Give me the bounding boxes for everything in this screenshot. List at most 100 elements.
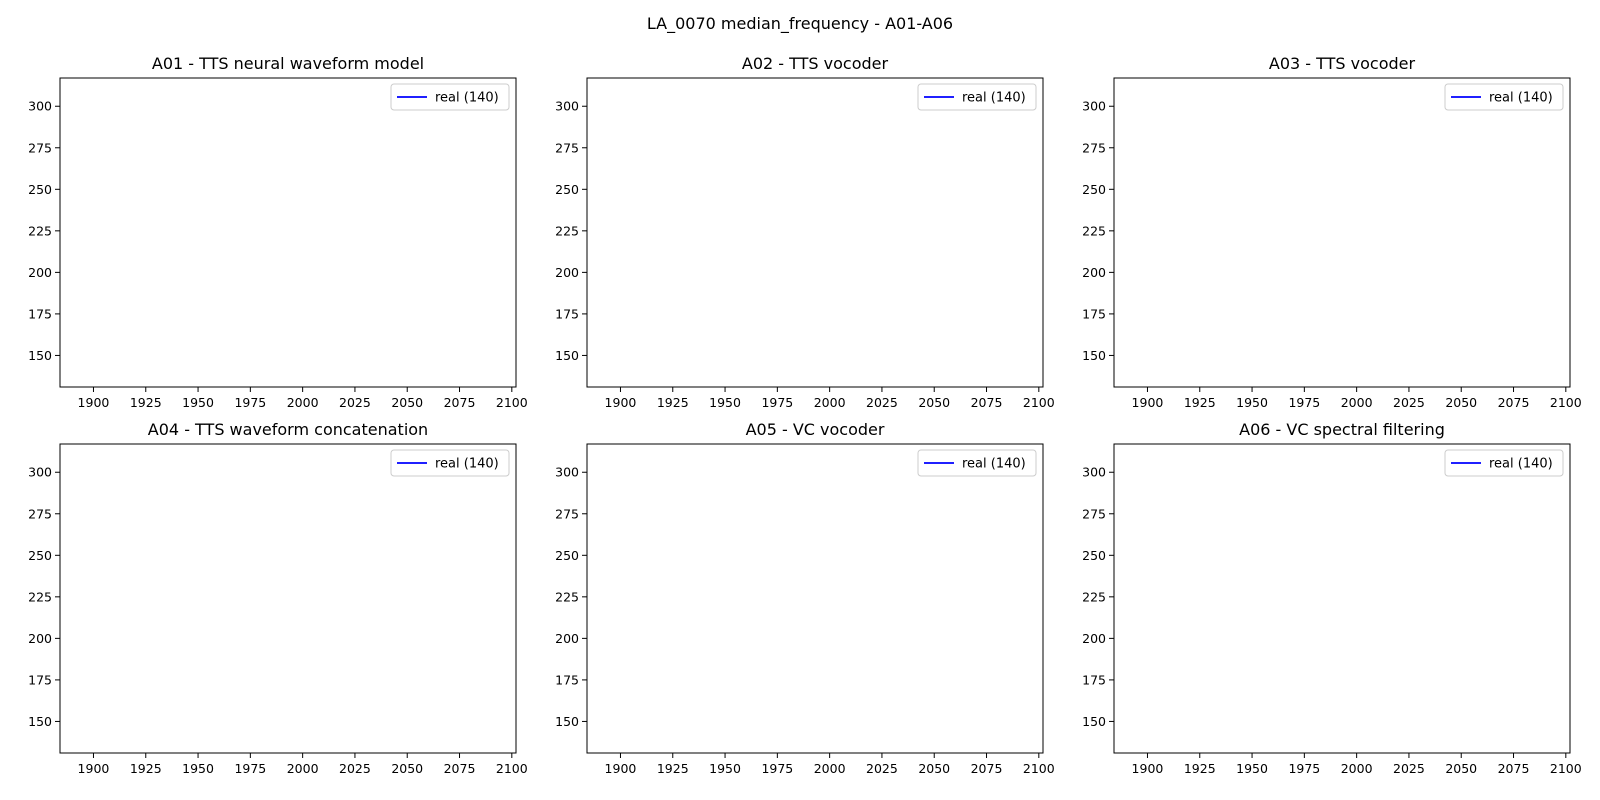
x-tick-label: 2025	[1393, 761, 1425, 776]
subplot-title: A06 - VC spectral filtering	[1239, 420, 1445, 439]
x-tick-label: 1925	[130, 761, 162, 776]
y-tick-label: 225	[1082, 223, 1106, 238]
legend: real (140)	[1444, 449, 1564, 477]
legend-entry-label: real (140)	[435, 457, 499, 472]
x-tick-label: 1950	[709, 761, 741, 776]
x-tick-label: 1975	[761, 761, 793, 776]
x-tick-label: 2075	[1498, 395, 1530, 410]
legend-box	[390, 449, 510, 477]
x-tick-label: 1925	[657, 395, 689, 410]
y-tick-label: 150	[1082, 348, 1106, 363]
y-tick-label: 300	[555, 465, 579, 480]
legend-box	[917, 83, 1037, 111]
x-tick-label: 2025	[339, 761, 371, 776]
legend: real (140)	[917, 83, 1037, 111]
axes-frame	[1113, 443, 1571, 754]
y-tick-label: 275	[555, 506, 579, 521]
x-tick-label: 2000	[814, 395, 846, 410]
x-tick-label: 1900	[605, 761, 637, 776]
x-tick-label: 2100	[1550, 395, 1582, 410]
y-tick-label: 200	[555, 265, 579, 280]
x-tick-label: 1975	[234, 761, 266, 776]
x-tick-label: 2100	[496, 761, 528, 776]
x-tick-label: 1950	[1236, 395, 1268, 410]
y-tick-label: 275	[28, 140, 52, 155]
x-tick-label: 1900	[605, 395, 637, 410]
legend-box	[1444, 449, 1564, 477]
subplot-title: A03 - TTS vocoder	[1269, 54, 1416, 73]
legend-box	[390, 83, 510, 111]
legend-entry-label: real (140)	[962, 91, 1026, 106]
subplot-1: A01 - TTS neural waveform model 1900 1925 1…	[28, 54, 528, 410]
x-tick-label: 1950	[182, 761, 214, 776]
y-tick-label: 225	[1082, 589, 1106, 604]
legend-entry-label: real (140)	[435, 91, 499, 106]
y-tick-label: 200	[1082, 265, 1106, 280]
y-tick-label: 150	[555, 714, 579, 729]
y-tick-label: 250	[28, 548, 52, 563]
x-tick-label: 1925	[130, 395, 162, 410]
y-tick-label: 250	[555, 548, 579, 563]
x-tick-label: 2075	[971, 761, 1003, 776]
y-tick-label: 200	[28, 265, 52, 280]
y-tick-label: 175	[1082, 672, 1106, 687]
x-tick-label: 2000	[1341, 761, 1373, 776]
y-tick-label: 175	[28, 672, 52, 687]
x-tick-label: 1975	[761, 395, 793, 410]
x-tick-label: 1950	[182, 395, 214, 410]
subplot-4: A04 - TTS waveform concatenation 1900 1925…	[28, 420, 528, 776]
y-tick-label: 200	[1082, 631, 1106, 646]
subplot-6: A06 - VC spectral filtering 1900 1925 1950 1…	[1082, 420, 1582, 776]
y-tick-label: 200	[28, 631, 52, 646]
y-tick-label: 250	[1082, 548, 1106, 563]
axes-frame	[1113, 77, 1571, 388]
x-tick-label: 1975	[234, 395, 266, 410]
y-tick-label: 250	[1082, 182, 1106, 197]
x-tick-label: 2100	[1550, 761, 1582, 776]
x-tick-label: 1900	[78, 395, 110, 410]
x-tick-label: 2050	[1445, 761, 1477, 776]
y-tick-label: 175	[1082, 306, 1106, 321]
x-tick-label: 2050	[918, 395, 950, 410]
x-tick-label: 2100	[1023, 761, 1055, 776]
x-tick-label: 2075	[444, 395, 476, 410]
x-tick-label: 1900	[1132, 761, 1164, 776]
y-tick-label: 225	[555, 589, 579, 604]
x-tick-label: 2000	[287, 761, 319, 776]
x-tick-label: 1975	[1288, 395, 1320, 410]
subplot-title: A01 - TTS neural waveform model	[152, 54, 424, 73]
legend-entry-label: real (140)	[1489, 91, 1553, 106]
subplot-title: A04 - TTS waveform concatenation	[148, 420, 428, 439]
y-tick-label: 150	[28, 714, 52, 729]
y-tick-label: 300	[28, 465, 52, 480]
legend-entry-label: real (140)	[962, 457, 1026, 472]
x-tick-label: 2050	[918, 761, 950, 776]
x-tick-label: 2025	[1393, 395, 1425, 410]
x-tick-label: 2075	[444, 761, 476, 776]
y-tick-label: 225	[555, 223, 579, 238]
y-tick-label: 150	[555, 348, 579, 363]
legend: real (140)	[917, 449, 1037, 477]
y-tick-label: 300	[555, 99, 579, 114]
axes-frame	[586, 77, 1044, 388]
y-tick-label: 175	[555, 306, 579, 321]
x-tick-label: 2050	[391, 761, 423, 776]
y-tick-label: 225	[28, 589, 52, 604]
x-tick-label: 2025	[866, 761, 898, 776]
x-tick-label: 2100	[496, 395, 528, 410]
y-tick-label: 275	[1082, 506, 1106, 521]
x-tick-label: 2050	[391, 395, 423, 410]
x-tick-label: 2025	[339, 395, 371, 410]
legend-box	[917, 449, 1037, 477]
x-tick-label: 2025	[866, 395, 898, 410]
legend-entry-label: real (140)	[1489, 457, 1553, 472]
y-tick-label: 250	[28, 182, 52, 197]
subplot-title: A05 - VC vocoder	[746, 420, 885, 439]
y-tick-label: 300	[28, 99, 52, 114]
axes-frame	[586, 443, 1044, 754]
subplot-title: A02 - TTS vocoder	[742, 54, 889, 73]
legend: real (140)	[1444, 83, 1564, 111]
axes-frame	[59, 77, 517, 388]
y-tick-label: 150	[1082, 714, 1106, 729]
subplot-grid: A01 - TTS neural waveform model 1900 1925 1…	[28, 54, 1582, 776]
